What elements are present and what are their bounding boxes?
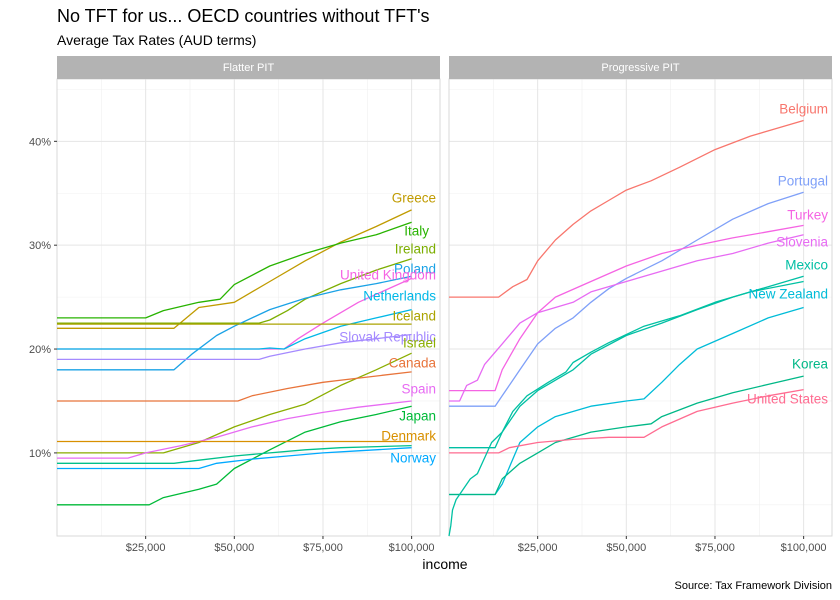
x-tick-label: $75,000 [303, 542, 343, 554]
x-tick-label: $50,000 [214, 542, 254, 554]
series-label-netherlands: Netherlands [363, 289, 436, 304]
series-line-italy [57, 221, 412, 319]
series-label-spain: Spain [401, 382, 436, 397]
series-label-italy: Italy [404, 224, 429, 239]
x-tick-label: $100,000 [781, 542, 827, 554]
series-line-slovenia [449, 234, 804, 402]
x-tick-label: $50,000 [606, 542, 646, 554]
series-line-japan [57, 405, 412, 506]
series-line-unlabelled [57, 444, 412, 464]
facet-strip-label: Progressive PIT [601, 62, 680, 74]
series-line-netherlands [57, 308, 412, 350]
x-tick-label: $25,000 [518, 542, 558, 554]
panel-background [57, 79, 440, 536]
series-label-israel: Israel [403, 336, 436, 351]
series-label-united-kingdom: United Kingdom [340, 268, 436, 283]
series-line-portugal [449, 191, 804, 407]
series-label-turkey: Turkey [787, 208, 828, 223]
y-tick-label: 20% [29, 344, 51, 356]
series-label-japan: Japan [399, 409, 436, 424]
chart-subtitle: Average Tax Rates (AUD terms) [57, 32, 256, 48]
series-line-united-states [449, 388, 804, 454]
series-label-poland: Poland [394, 262, 436, 277]
series-label-united-states: United States [747, 392, 828, 407]
series-line-belgium [449, 119, 804, 298]
x-tick-label: $75,000 [695, 542, 735, 554]
series-label-korea: Korea [792, 357, 829, 372]
series-line-korea [449, 375, 804, 496]
panel-flatter-pit: Flatter PIT $25,000 $50,000 $75,000 $100,000… [56, 56, 441, 554]
series-line-poland [57, 275, 412, 371]
series-label-ireland: Ireland [395, 242, 436, 257]
x-axis-label: income [422, 556, 467, 572]
y-axis: 10% 20% 30% 40% [29, 136, 57, 460]
series-label-new-zealand: New Zealand [748, 287, 828, 302]
chart-title: No TFT for us... OECD countries without … [57, 6, 430, 26]
series-label-slovenia: Slovenia [776, 235, 828, 250]
series-label-greece: Greece [392, 191, 436, 206]
series-line-canada [57, 371, 412, 402]
series-label-iceland: Iceland [392, 309, 436, 324]
x-tick-label: $25,000 [126, 542, 166, 554]
series-label-denmark: Denmark [381, 429, 436, 444]
series-label-norway: Norway [390, 451, 436, 466]
series-line-new-zealand [449, 306, 804, 496]
series-line-ireland [57, 258, 412, 324]
series-label-portugal: Portugal [778, 174, 828, 189]
facet-strip-label: Flatter PIT [223, 62, 275, 74]
series-line-norway [57, 447, 412, 470]
y-tick-label: 40% [29, 136, 51, 148]
series-line-greece [57, 209, 412, 329]
facet-strip [449, 56, 832, 79]
x-tick-label: $100,000 [389, 542, 435, 554]
series-label-canada: Canada [389, 356, 437, 371]
y-tick-label: 10% [29, 448, 51, 460]
series-line-slovak-republic [57, 333, 412, 361]
panel-background [449, 79, 832, 536]
series-line-unlabelled [448, 280, 804, 537]
facet-strip [57, 56, 440, 79]
panel-progressive-pit: Progressive PIT $25,000 $50,000 $75,000 $100… [448, 56, 833, 554]
series-line-spain [57, 400, 412, 459]
series-line-israel [57, 352, 412, 454]
series-label-slovak-republic: Slovak Republic [339, 330, 436, 345]
source-caption: Source: Tax Framework Division [674, 580, 832, 592]
series-line-turkey [449, 224, 804, 392]
y-tick-label: 30% [29, 240, 51, 252]
series-label-belgium: Belgium [779, 102, 828, 117]
series-label-mexico: Mexico [785, 258, 828, 273]
